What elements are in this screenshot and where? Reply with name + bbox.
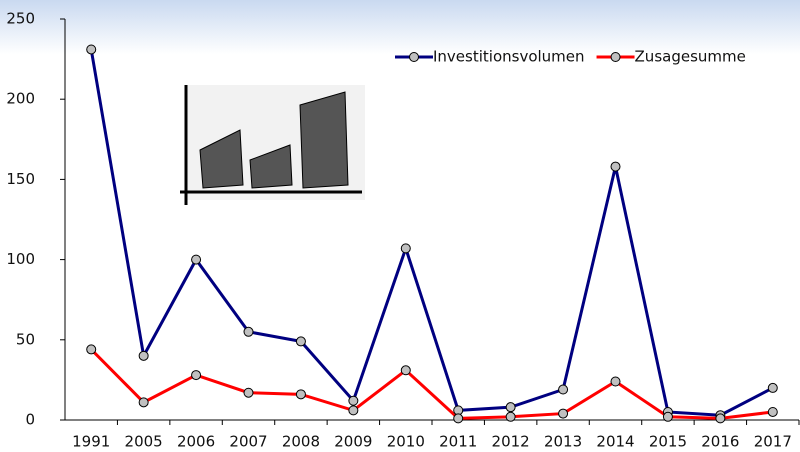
data-point: [715, 413, 726, 424]
data-point: [295, 336, 306, 347]
y-tick-label: 150: [6, 170, 35, 188]
data-point: [400, 243, 411, 254]
data-point: [558, 408, 569, 419]
y-tick-label: 100: [6, 250, 35, 268]
y-tick-label: 50: [16, 330, 35, 348]
legend-marker: [409, 52, 419, 62]
data-point: [243, 326, 254, 337]
x-tick-label: 2010: [387, 433, 425, 451]
x-tick-label: 2005: [125, 433, 163, 451]
data-point: [86, 44, 97, 55]
data-point: [191, 370, 202, 381]
clip-art: [180, 85, 365, 205]
data-point: [558, 384, 569, 395]
data-point: [767, 406, 778, 417]
y-tick-label: 250: [6, 10, 35, 28]
data-point: [138, 397, 149, 408]
data-point: [295, 389, 306, 400]
data-point: [191, 254, 202, 265]
series-line: [89, 49, 774, 417]
x-tick-label: 2014: [596, 433, 634, 451]
y-tick-label: 0: [25, 411, 35, 429]
data-point: [767, 382, 778, 393]
data-point: [505, 402, 516, 413]
x-tick-label: 2008: [282, 433, 320, 451]
x-tick-label: 1991: [72, 433, 110, 451]
data-point: [86, 344, 97, 355]
x-tick-label: 2009: [334, 433, 372, 451]
x-tick-label: 2016: [701, 433, 739, 451]
x-tick-label: 2011: [439, 433, 477, 451]
x-tick-label: 2007: [229, 433, 267, 451]
data-point: [348, 405, 359, 416]
data-point: [348, 395, 359, 406]
x-tick-label: 2012: [492, 433, 530, 451]
data-point: [610, 376, 621, 387]
data-point: [662, 411, 673, 422]
data-point: [243, 387, 254, 398]
series-line: [90, 348, 773, 420]
legend-marker: [610, 52, 621, 62]
x-tick-label: 2006: [177, 433, 215, 451]
data-point: [138, 350, 149, 361]
data-point: [610, 161, 621, 172]
legend-label: Investitionsvolumen: [433, 48, 585, 66]
data-point: [400, 365, 411, 376]
x-tick-label: 2015: [649, 433, 687, 451]
data-point: [505, 411, 516, 422]
x-tick-label: 2017: [754, 433, 792, 451]
x-tick-label: 2013: [544, 433, 582, 451]
y-tick-label: 200: [6, 90, 35, 108]
data-point: [453, 413, 464, 424]
legend-label: Zusagesumme: [635, 48, 746, 66]
